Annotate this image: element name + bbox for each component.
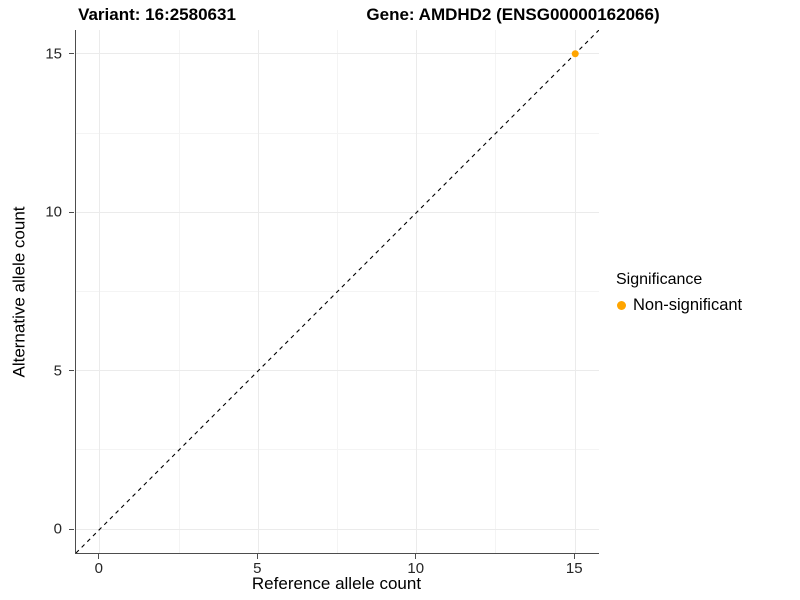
x-tick-mark	[98, 554, 100, 559]
y-tick-label: 15	[45, 45, 62, 63]
identity-dashed-line	[76, 30, 599, 553]
x-tick-label: 0	[94, 560, 103, 577]
y-tick-label: 0	[53, 520, 62, 538]
x-axis-ticks: 0 5 10 15	[75, 554, 598, 586]
y-tick-mark	[69, 370, 74, 372]
x-tick-label: 15	[565, 560, 583, 577]
x-tick-mark	[573, 554, 575, 559]
legend: Significance Non-significant	[616, 271, 742, 315]
legend-key-dot	[617, 301, 626, 310]
gridline-minor-h	[76, 132, 599, 134]
gridline-major-v	[574, 30, 576, 553]
y-tick-label: 5	[53, 362, 62, 380]
x-tick-mark	[415, 554, 417, 559]
gene-title: Gene: AMDHD2 (ENSG00000162066)	[366, 5, 660, 24]
gridline-major-h	[76, 370, 599, 372]
legend-label: Non-significant	[633, 296, 743, 314]
y-tick-mark	[69, 211, 74, 213]
gridline-major-v	[257, 30, 259, 553]
variant-title: Variant: 16:2580631	[78, 5, 236, 24]
y-axis-ticks: 0 5 10 15	[0, 30, 75, 553]
gridline-major-h	[76, 528, 599, 530]
x-axis-title: Reference allele count	[251, 574, 422, 593]
plot-panel	[75, 30, 599, 554]
gridline-major-v	[416, 30, 418, 553]
x-tick-label: 10	[407, 560, 425, 577]
y-tick-label: 10	[45, 203, 62, 221]
legend-title: Significance	[616, 271, 703, 288]
gridline-major-h	[76, 53, 599, 55]
plot-layer	[76, 30, 599, 553]
x-tick-mark	[256, 554, 258, 559]
y-tick-mark	[69, 528, 74, 530]
gridline-major-h	[76, 211, 599, 213]
data-point	[571, 50, 579, 58]
x-tick-label: 5	[253, 560, 262, 577]
legend-entry: Non-significant	[617, 296, 742, 315]
gridline-minor-h	[76, 449, 599, 451]
gridline-major-v	[99, 30, 101, 553]
y-tick-mark	[69, 53, 74, 55]
legend-entries: Non-significant	[616, 296, 742, 315]
